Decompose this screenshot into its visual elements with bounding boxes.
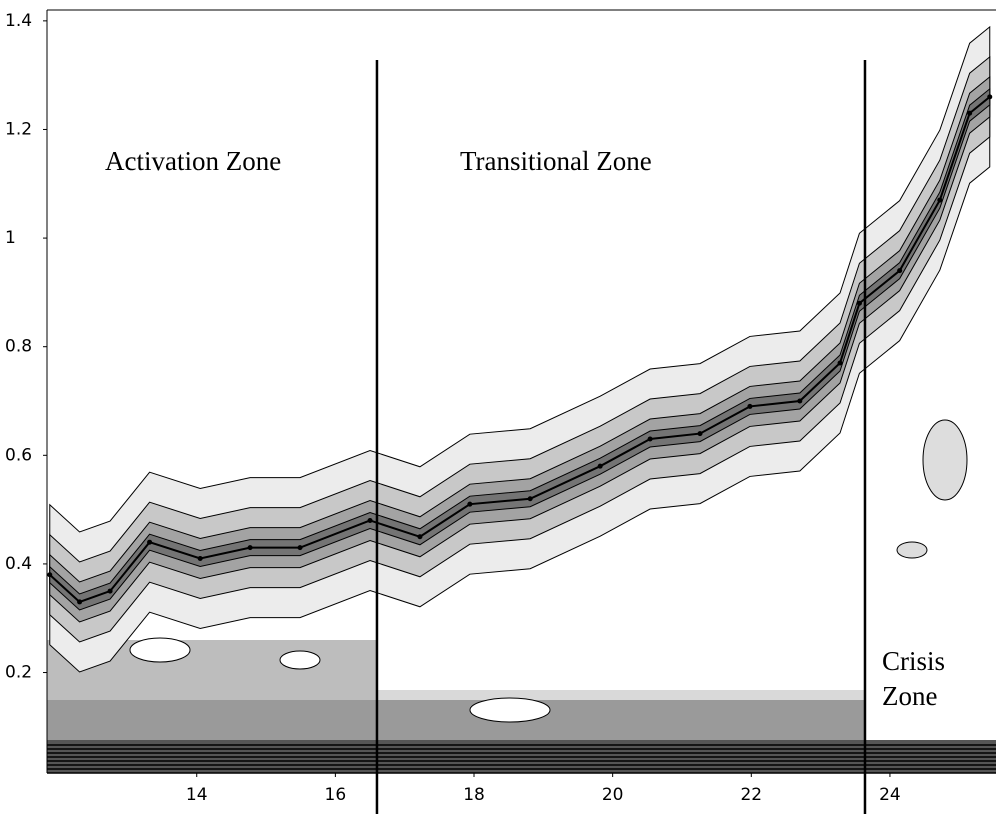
- ridge-point: [417, 534, 423, 540]
- contour-blob: [279, 650, 321, 670]
- x-tick-label: 18: [463, 785, 485, 805]
- y-tick-label: 0.8: [5, 337, 32, 357]
- zone-label: Zone: [882, 681, 937, 711]
- ridge-point: [597, 463, 603, 469]
- zone-label: Activation Zone: [105, 146, 281, 176]
- x-tick-label: 22: [740, 785, 762, 805]
- ridge-point: [797, 398, 803, 404]
- ridge-point: [837, 360, 843, 366]
- contour-band: [49, 75, 991, 623]
- zone-label: Crisis: [882, 646, 945, 676]
- ridge-point: [147, 539, 153, 545]
- ridge-point: [937, 197, 943, 203]
- ridge-point: [77, 599, 83, 605]
- contour-blob: [896, 541, 928, 559]
- ridge-point: [47, 572, 53, 578]
- ridge-point: [697, 431, 703, 437]
- ridge-point: [856, 300, 862, 306]
- ridge-point: [247, 545, 253, 551]
- ridge-point: [367, 517, 373, 523]
- contour-blob: [129, 637, 191, 663]
- x-tick-label: 20: [602, 785, 624, 805]
- ridge-point: [297, 545, 303, 551]
- ridge-point: [467, 501, 473, 507]
- y-tick-label: 0.4: [5, 554, 32, 574]
- y-tick-label: 0.6: [5, 445, 32, 465]
- ridge-point: [527, 496, 533, 502]
- ridge-point: [107, 588, 113, 594]
- contour-band: [49, 55, 991, 643]
- x-tick-label: 14: [186, 785, 208, 805]
- y-tick-label: 1: [5, 228, 16, 248]
- ridge-point: [747, 403, 753, 409]
- contour-blob: [469, 697, 551, 723]
- zone-label: Transitional Zone: [460, 146, 652, 176]
- ridge-point: [987, 94, 993, 100]
- ridge-point: [647, 436, 653, 442]
- x-tick-label: 24: [879, 785, 901, 805]
- x-tick-label: 16: [325, 785, 347, 805]
- y-tick-label: 1.2: [5, 119, 32, 139]
- contour-band: [49, 87, 991, 611]
- ridge-line: [49, 96, 991, 604]
- ridge-point: [197, 555, 203, 561]
- ridge-point: [967, 110, 973, 116]
- ridge-point: [897, 268, 903, 274]
- y-tick-label: 1.4: [5, 11, 32, 31]
- contour-blob: [922, 419, 968, 501]
- y-tick-label: 0.2: [5, 663, 32, 683]
- contour-shading: [47, 25, 996, 773]
